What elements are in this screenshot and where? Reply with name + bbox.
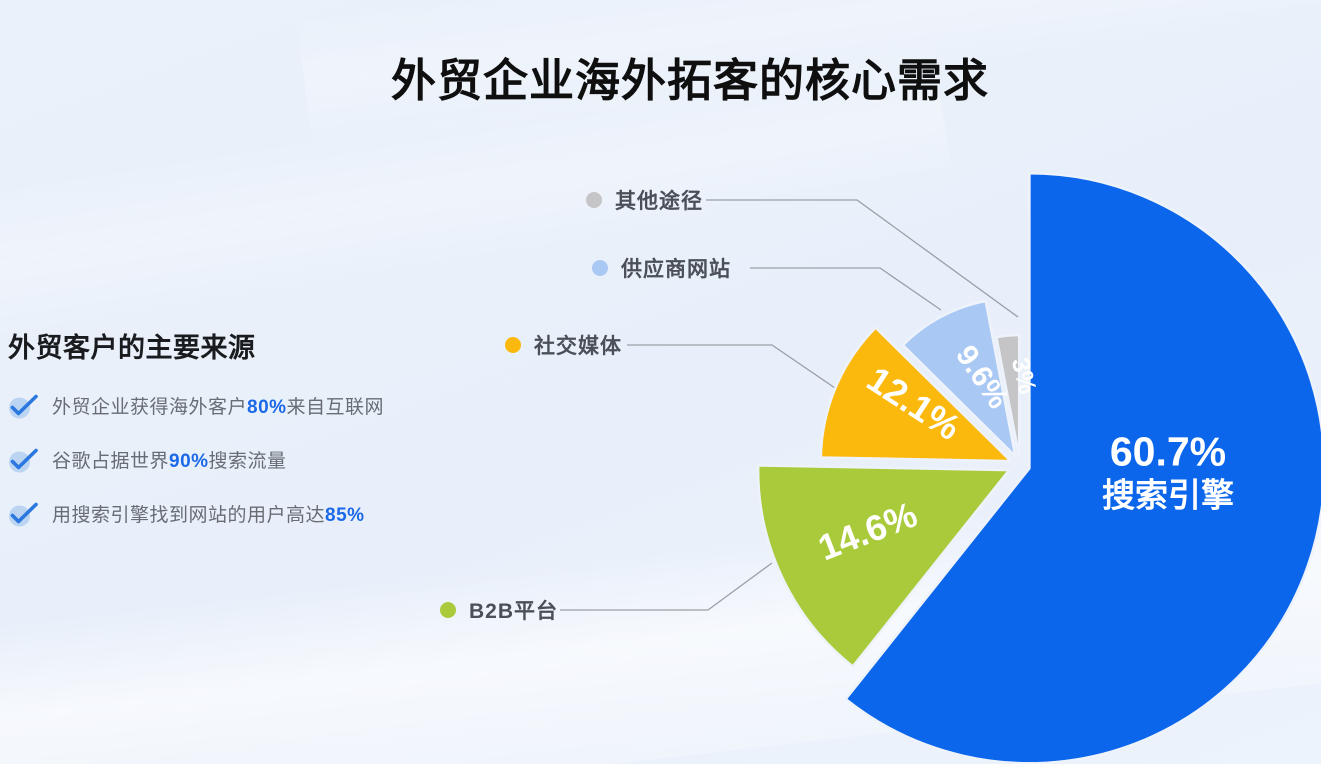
bullet-pre: 外贸企业获得海外客户 [52,397,248,418]
check-icon [8,501,40,529]
bullet-text: 外贸企业获得海外客户80%来自互联网 [52,395,384,420]
page-title: 外贸企业海外拓客的核心需求 [390,55,990,106]
legend-item-other: 其他途径 [586,188,703,213]
bullet-highlight: 80% [247,397,287,418]
legend-label-social: 社交媒体 [534,335,622,358]
legend-label-other: 其他途径 [615,190,703,213]
leader-line-social [627,344,836,389]
leader-line-other [706,199,1019,318]
left-panel-heading: 外贸客户的主要来源 [8,333,256,363]
pie-label-4: 3% [1006,355,1042,397]
legend-label-supplier: 供应商网站 [621,258,731,281]
bullet-highlight: 90% [169,451,209,472]
pie-label-0: 60.7% [1110,428,1226,474]
bullet-pre: 用搜索引擎找到网站的用户高达 [52,505,326,526]
legend-label-b2b: B2B平台 [469,600,559,623]
legend-dot-social-icon [505,337,521,353]
pie-label-0: 搜索引擎 [1102,477,1234,514]
pie-slice-0 [844,172,1321,764]
bullet-item: 谷歌占据世界90%搜索流量 [8,447,448,475]
leader-line-b2b [560,562,773,611]
bullet-text: 用搜索引擎找到网站的用户高达85% [52,503,365,528]
bullet-pre: 谷歌占据世界 [52,451,170,472]
legend-item-social: 社交媒体 [505,333,622,358]
bullet-post: 搜索流量 [208,451,287,472]
pie-slice-3 [901,299,1017,458]
legend-dot-other-icon [586,192,602,208]
pie-slice-1 [756,464,1011,668]
legend-dot-supplier-icon [592,260,608,276]
pie-label-2: 12.1% [860,358,968,448]
pie-label-3: 9.6% [949,340,1015,415]
pie-label-1: 14.6% [813,494,923,569]
legend-item-b2b: B2B平台 [440,598,559,623]
bullet-highlight: 85% [325,505,365,526]
pie-slice-4 [995,333,1021,459]
left-panel: 外贸客户的主要来源 外贸企业获得海外客户80%来自互联网 谷歌占据世界90%搜索… [8,326,448,557]
bullet-post: 来自互联网 [286,397,385,418]
check-icon [8,393,40,421]
bullet-text: 谷歌占据世界90%搜索流量 [52,449,287,474]
leader-line-supplier [750,267,942,311]
check-icon [8,447,40,475]
bullet-item: 外贸企业获得海外客户80%来自互联网 [8,393,448,421]
legend-dot-b2b-icon [440,602,456,618]
legend-item-supplier: 供应商网站 [592,256,731,281]
pie-slice-2 [819,326,1013,463]
bullet-item: 用搜索引擎找到网站的用户高达85% [8,501,448,529]
